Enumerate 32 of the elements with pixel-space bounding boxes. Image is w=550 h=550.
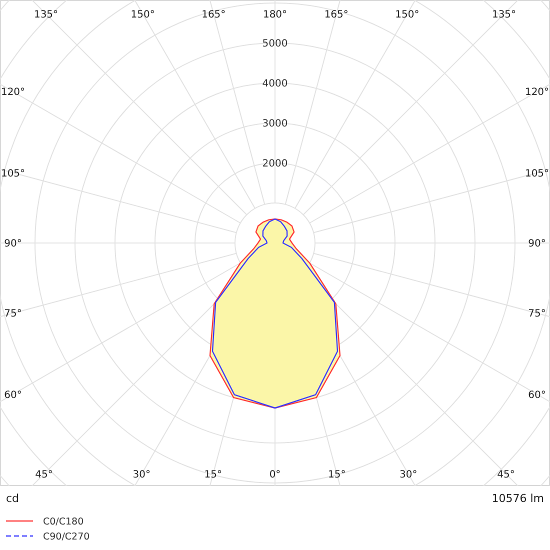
spoke-label: 165° — [324, 10, 348, 20]
spoke-label: 150° — [130, 10, 155, 20]
spoke-label: 90° — [4, 238, 22, 250]
spoke-label: 105° — [524, 168, 550, 180]
spoke-label: 45° — [497, 470, 515, 480]
spoke-label: 165° — [202, 10, 226, 20]
spoke-label: 30° — [400, 470, 418, 480]
spoke-label: 90° — [528, 238, 546, 250]
spoke-label: 120° — [0, 87, 26, 98]
spoke-label: 15° — [328, 470, 346, 480]
spoke-label: 135° — [34, 10, 58, 20]
text: cd — [6, 492, 20, 505]
spoke-label: 120° — [524, 87, 550, 98]
y-tick-label: 4000 — [262, 78, 288, 90]
y-tick-label: 3000 — [262, 118, 288, 130]
y-tick-label: 2000 — [262, 158, 288, 170]
spoke-label: 75° — [528, 308, 546, 320]
spoke-label: 0° — [269, 470, 281, 480]
spoke-label: 105° — [0, 168, 26, 180]
spoke-label: 75° — [4, 308, 22, 320]
spoke-label: 45° — [35, 470, 53, 480]
legend-label: C90/C270 — [43, 531, 90, 542]
spoke-label: 150° — [395, 10, 420, 20]
y-tick-label: 5000 — [262, 38, 288, 50]
spoke-label: 15° — [204, 470, 222, 480]
spoke-label: 60° — [4, 390, 22, 401]
text: 10576 lm — [492, 492, 544, 505]
legend-label: C0/C180 — [43, 516, 84, 528]
spoke-label: 60° — [528, 390, 546, 401]
spoke-label: 180° — [262, 10, 288, 20]
spoke-label: 135° — [492, 10, 516, 20]
spoke-label: 30° — [132, 470, 150, 480]
